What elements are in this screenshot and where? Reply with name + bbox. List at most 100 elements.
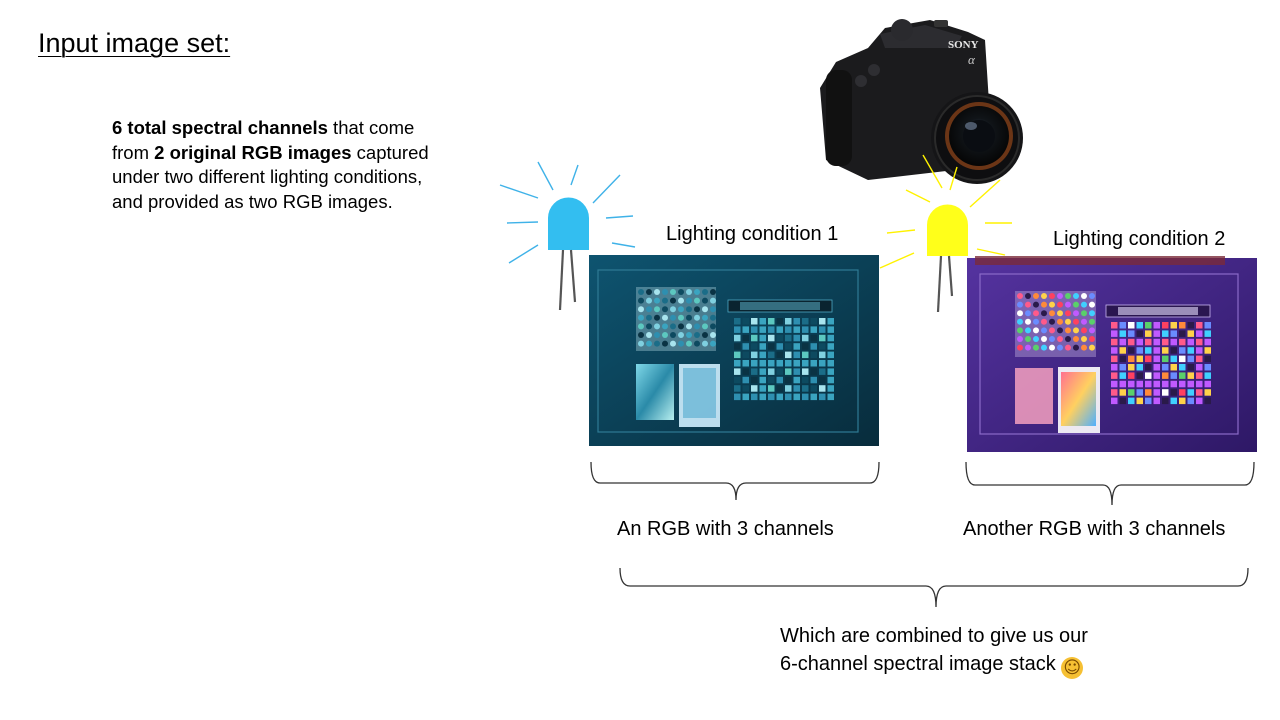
chart-patch bbox=[742, 385, 749, 392]
chart-patch bbox=[827, 351, 834, 359]
chart-dot bbox=[646, 297, 652, 304]
chart-patch bbox=[1179, 372, 1186, 379]
chart-patch bbox=[827, 376, 834, 384]
chart-dot bbox=[1017, 344, 1023, 351]
chart-patch bbox=[751, 393, 758, 401]
chart-patch bbox=[742, 318, 749, 325]
chart-patch bbox=[819, 368, 826, 375]
chart-patch bbox=[1119, 397, 1126, 405]
chart-dot bbox=[1025, 336, 1031, 342]
chart-patch bbox=[819, 360, 826, 367]
chart-patch bbox=[1187, 389, 1194, 396]
chart-patch bbox=[776, 334, 783, 342]
chart-dot bbox=[638, 297, 644, 304]
chart-dot bbox=[1041, 310, 1047, 317]
chart-dot bbox=[686, 323, 692, 330]
chart-patch bbox=[1136, 380, 1143, 388]
chart-dot bbox=[1065, 327, 1071, 334]
chart-patch bbox=[1128, 372, 1135, 379]
chart-dot bbox=[694, 314, 700, 321]
chart-dot bbox=[638, 314, 644, 321]
chart-dot bbox=[710, 332, 716, 338]
chart-patch bbox=[827, 360, 834, 367]
chart-dot bbox=[1089, 301, 1095, 308]
chart-patch bbox=[742, 334, 749, 342]
chart-dot bbox=[662, 323, 668, 330]
chart-patch bbox=[742, 393, 749, 401]
chart-dot bbox=[1081, 301, 1087, 308]
chart-patch bbox=[751, 368, 758, 375]
chart-dot bbox=[710, 306, 716, 313]
chart-dot bbox=[678, 306, 684, 313]
chart-patch bbox=[793, 385, 800, 392]
chart-patch bbox=[734, 393, 741, 401]
chart-patch bbox=[759, 334, 766, 342]
color-chart-dots-1 bbox=[638, 289, 716, 347]
chart-patch bbox=[1119, 364, 1126, 371]
chart-dot bbox=[646, 323, 652, 330]
chart-patch bbox=[1136, 364, 1143, 371]
chart-dot bbox=[1033, 327, 1039, 334]
chart-patch bbox=[1179, 330, 1186, 337]
chart-patch bbox=[827, 318, 834, 325]
chart-patch bbox=[1145, 389, 1152, 396]
chart-patch bbox=[810, 326, 817, 333]
chart-dot bbox=[646, 314, 652, 321]
chart-dot bbox=[662, 340, 668, 347]
chart-patch bbox=[785, 318, 792, 325]
yellow-led-icon bbox=[879, 154, 1012, 313]
chart-patch bbox=[1145, 397, 1152, 405]
description-text-2: captured under two different lighting co… bbox=[112, 141, 429, 212]
chart-patch bbox=[1162, 347, 1169, 354]
chart-dot bbox=[710, 297, 716, 304]
chart-dot bbox=[1017, 310, 1023, 317]
chart-patch bbox=[810, 343, 817, 350]
chart-patch bbox=[1128, 389, 1135, 396]
chart-dot bbox=[670, 340, 676, 347]
chart-dot bbox=[1065, 344, 1071, 351]
chart-patch bbox=[742, 343, 749, 350]
chart-patch bbox=[1111, 372, 1118, 379]
chart-patch bbox=[819, 334, 826, 342]
chart-patch bbox=[827, 334, 834, 342]
chart-patch bbox=[1145, 372, 1152, 379]
chart-patch bbox=[793, 343, 800, 350]
chart-patch bbox=[819, 351, 826, 359]
chart-patch bbox=[734, 351, 741, 359]
chart-dot bbox=[1025, 344, 1031, 351]
chart-patch bbox=[768, 385, 775, 392]
chart-patch bbox=[827, 326, 834, 333]
chart-dot bbox=[686, 340, 692, 347]
chart-patch bbox=[768, 368, 775, 375]
chart-patch bbox=[802, 360, 809, 367]
chart-patch bbox=[1162, 397, 1169, 405]
chart-dot bbox=[1033, 318, 1039, 325]
chart-patch bbox=[810, 385, 817, 392]
chart-dot bbox=[1057, 336, 1063, 342]
chart-dot bbox=[1081, 327, 1087, 334]
chart-dot bbox=[702, 332, 708, 338]
chart-dot bbox=[670, 306, 676, 313]
chart-dot bbox=[654, 323, 660, 330]
lighting-condition-2-label: Lighting condition 2 bbox=[1053, 228, 1226, 250]
chart-dot bbox=[1065, 336, 1071, 342]
chart-dot bbox=[646, 340, 652, 347]
brace-rgb-2 bbox=[965, 461, 1255, 506]
chart-dot bbox=[1073, 327, 1079, 334]
combined-caption-line-2-text: 6-channel spectral image stack bbox=[780, 653, 1056, 675]
chart-dot bbox=[702, 306, 708, 313]
chart-dot bbox=[646, 289, 652, 295]
chart-dot bbox=[694, 340, 700, 347]
chart-patch bbox=[742, 351, 749, 359]
chart-patch bbox=[1145, 347, 1152, 354]
chart-patch bbox=[1136, 389, 1143, 396]
chart-patch bbox=[1187, 372, 1194, 379]
chart-patch bbox=[810, 318, 817, 325]
chart-patch bbox=[1111, 397, 1118, 405]
chart-dot bbox=[1033, 301, 1039, 308]
chart-patch bbox=[768, 393, 775, 401]
chart-dot bbox=[678, 323, 684, 330]
chart-patch bbox=[751, 385, 758, 392]
chart-patch bbox=[1119, 389, 1126, 396]
chart-patch bbox=[802, 318, 809, 325]
